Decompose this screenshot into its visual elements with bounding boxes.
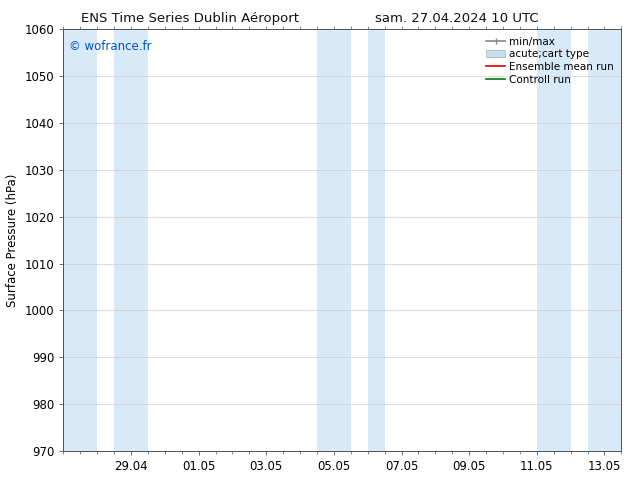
Bar	[63, 29, 97, 451]
Y-axis label: Surface Pressure (hPa): Surface Pressure (hPa)	[6, 173, 19, 307]
Text: © wofrance.fr: © wofrance.fr	[69, 40, 152, 53]
Bar	[588, 29, 621, 451]
Bar	[537, 29, 571, 451]
Bar	[317, 29, 351, 451]
Bar	[368, 29, 385, 451]
Text: ENS Time Series Dublin Aéroport: ENS Time Series Dublin Aéroport	[81, 12, 299, 25]
Legend: min/max, acute;cart type, Ensemble mean run, Controll run: min/max, acute;cart type, Ensemble mean …	[484, 35, 616, 87]
Bar	[114, 29, 148, 451]
Text: sam. 27.04.2024 10 UTC: sam. 27.04.2024 10 UTC	[375, 12, 538, 25]
